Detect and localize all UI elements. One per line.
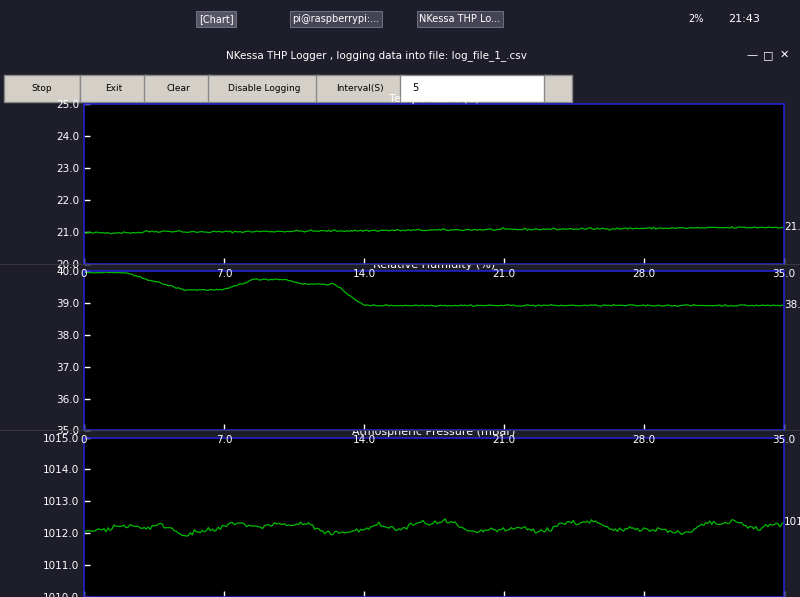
- Text: —: —: [746, 50, 758, 60]
- Text: NKessa THP Logger , logging data into file: log_file_1_.csv: NKessa THP Logger , logging data into fi…: [226, 50, 526, 61]
- Text: pi@raspberrypi:...: pi@raspberrypi:...: [293, 14, 379, 24]
- Text: 21.15: 21.15: [784, 222, 800, 232]
- Text: Clear: Clear: [166, 84, 190, 93]
- Text: 38.92: 38.92: [784, 300, 800, 310]
- FancyBboxPatch shape: [4, 75, 80, 102]
- Title: Relative Humidity (%): Relative Humidity (%): [373, 260, 495, 270]
- Title: Atmospheric Pressure (mBar): Atmospheric Pressure (mBar): [352, 427, 516, 437]
- FancyBboxPatch shape: [144, 75, 212, 102]
- Text: 1012.35: 1012.35: [784, 517, 800, 527]
- Text: 2%: 2%: [688, 14, 704, 24]
- FancyBboxPatch shape: [80, 75, 148, 102]
- FancyBboxPatch shape: [208, 75, 320, 102]
- Text: ✕: ✕: [779, 50, 789, 60]
- Text: 21:43: 21:43: [728, 14, 760, 24]
- Text: Exit: Exit: [106, 84, 122, 93]
- Text: NKessa THP Lo...: NKessa THP Lo...: [419, 14, 501, 24]
- FancyBboxPatch shape: [400, 75, 552, 102]
- Text: □: □: [762, 50, 774, 60]
- Text: Interval(S): Interval(S): [336, 84, 384, 93]
- Text: [Chart]: [Chart]: [198, 14, 234, 24]
- Text: 5: 5: [412, 83, 418, 93]
- Text: Disable Logging: Disable Logging: [228, 84, 300, 93]
- Text: Stop: Stop: [32, 84, 52, 93]
- FancyBboxPatch shape: [544, 75, 572, 102]
- Title: Temperature (C): Temperature (C): [389, 94, 479, 104]
- FancyBboxPatch shape: [316, 75, 404, 102]
